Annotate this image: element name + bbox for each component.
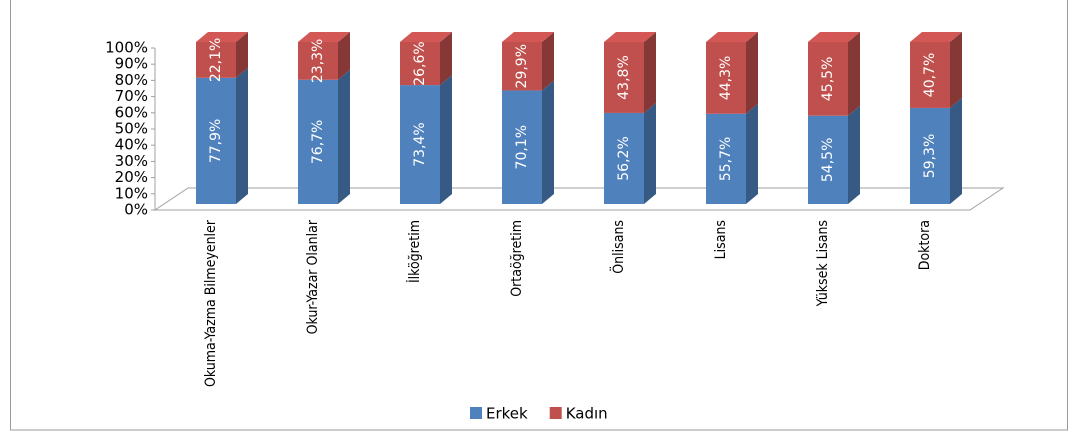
bar-side (644, 102, 656, 204)
bar-side (542, 80, 554, 204)
bar-side (644, 32, 656, 113)
y-tick-label: 10% (115, 184, 148, 202)
bar (502, 90, 542, 204)
y-tick-label: 20% (115, 168, 148, 186)
bar-side (746, 32, 758, 114)
bar (604, 112, 644, 204)
bar-top (604, 32, 656, 42)
bar-top (298, 32, 350, 42)
y-tick-label: 30% (115, 152, 148, 170)
bar-side (338, 69, 350, 204)
bar (502, 42, 542, 91)
bar (196, 42, 236, 78)
bar-side (950, 97, 962, 204)
bar-side (440, 75, 452, 204)
x-tick-label: Okuma-Yazma Bilmeyenler (203, 219, 219, 387)
y-tick-label: 80% (115, 71, 148, 89)
bar-side (440, 32, 452, 86)
y-tick-label: 100% (105, 39, 148, 57)
y-tick-label: 90% (115, 55, 148, 73)
bar-side (848, 32, 860, 116)
bar (298, 42, 338, 80)
value-label: 77,9% (208, 119, 224, 163)
bar-top (400, 32, 452, 42)
bar-side (236, 67, 248, 204)
x-tick-label: Lisans (713, 220, 729, 259)
value-label: 54,5% (820, 138, 836, 182)
y-tick-label: 50% (115, 120, 148, 138)
value-label: 73,4% (412, 122, 428, 166)
bar (808, 42, 848, 116)
legend-swatch (470, 407, 482, 419)
y-tick-label: 60% (115, 103, 148, 121)
value-label: 45,5% (820, 57, 836, 101)
chart-frame (10, 0, 1068, 431)
bar-top (196, 32, 248, 42)
x-tick-label: Önlisans (609, 220, 627, 274)
y-tick-label: 40% (115, 136, 148, 154)
value-label: 76,7% (310, 120, 326, 164)
bar-top (706, 32, 758, 42)
bar-top (502, 32, 554, 42)
value-label: 22,1% (208, 38, 224, 82)
value-label: 43,8% (616, 55, 632, 99)
bar (196, 77, 236, 204)
x-tick-label: Doktora (917, 220, 933, 270)
bar (400, 42, 440, 86)
value-label: 59,3% (922, 134, 938, 178)
x-tick-label: Ortaöğretim (509, 220, 525, 297)
bar (706, 113, 746, 204)
bar-side (950, 32, 962, 108)
bar-side (848, 105, 860, 204)
y-tick-label: 0% (124, 201, 148, 219)
y-tick-label: 70% (115, 87, 148, 105)
value-label: 29,9% (514, 44, 530, 88)
bar (910, 107, 950, 204)
value-label: 23,3% (310, 39, 326, 83)
legend-label: Kadın (566, 405, 608, 423)
bar (808, 115, 848, 204)
legend-swatch (549, 407, 562, 419)
bar (400, 85, 440, 204)
bar-side (338, 32, 350, 80)
bar-top (808, 32, 860, 42)
bar (298, 79, 338, 204)
bar-side (746, 103, 758, 204)
value-label: 44,3% (718, 56, 734, 100)
bar (910, 42, 950, 108)
value-label: 26,6% (412, 41, 428, 85)
x-tick-label: İlköğretim (405, 220, 423, 283)
bar (604, 42, 644, 113)
value-label: 56,2% (616, 136, 632, 180)
bar-side (236, 32, 248, 78)
bar-side (542, 32, 554, 91)
value-label: 70,1% (514, 125, 530, 169)
floor (153, 187, 1005, 211)
value-label: 40,7% (922, 53, 938, 97)
value-label: 55,7% (718, 137, 734, 181)
x-tick-label: Okur-Yazar Olanlar (305, 219, 321, 334)
x-tick-label: Yüksek Lisans (815, 220, 831, 307)
bar-top (910, 32, 962, 42)
bar (706, 42, 746, 114)
legend-label: Erkek (486, 405, 528, 423)
